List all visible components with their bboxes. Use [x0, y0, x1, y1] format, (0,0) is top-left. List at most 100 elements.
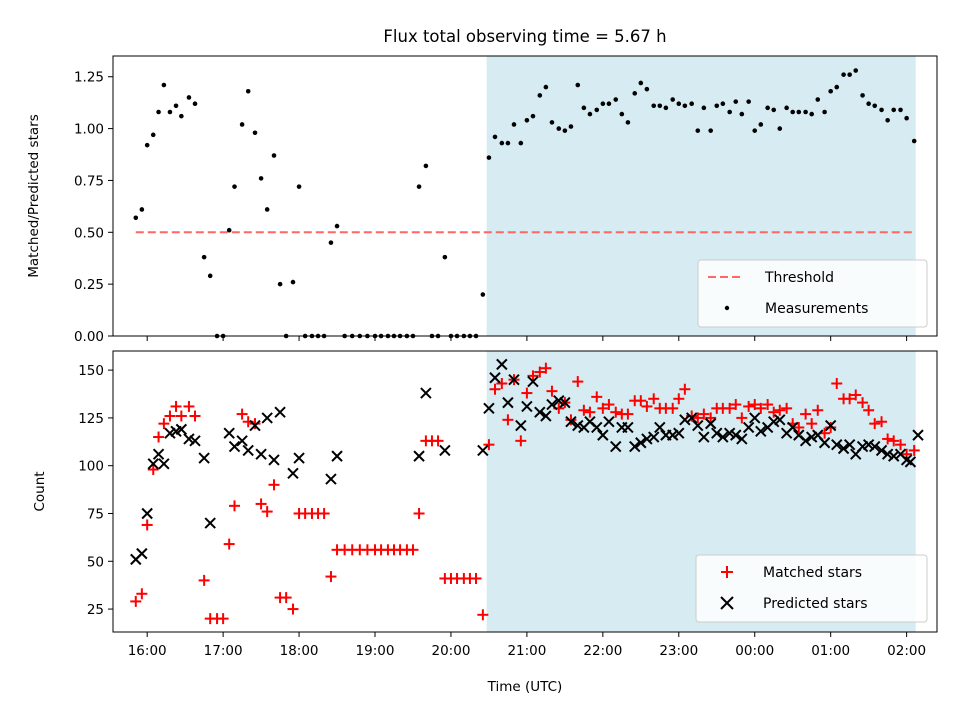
predicted-star-point [198, 452, 210, 464]
measurement-point [423, 163, 429, 169]
measurement-point [758, 122, 764, 127]
measurement-point [139, 207, 145, 212]
matched-star-point [175, 410, 187, 422]
measurement-point [828, 88, 833, 94]
x-tick-label: 18:00 [280, 643, 319, 659]
measurement-point [186, 95, 192, 100]
measurement-point [853, 68, 859, 73]
matched-star-point [635, 395, 647, 407]
predicted-star-point [730, 429, 742, 441]
measurement-point [587, 111, 593, 117]
measurement-point [133, 215, 139, 221]
matched-star-point [572, 376, 584, 388]
x-tick-label: 01:00 [811, 643, 850, 659]
matched-star-point [648, 393, 660, 405]
matched-star-point [477, 609, 489, 621]
matched-star-point [141, 519, 153, 531]
measurement-point [765, 105, 770, 111]
measurement-point [796, 109, 802, 115]
ratio-axes-frame [112, 55, 938, 337]
matched-star-point [850, 389, 862, 401]
ratio-y-tick-label: 0.75 [74, 173, 104, 189]
legend-measurements-swatch [724, 305, 730, 311]
matched-star-point [546, 385, 558, 397]
predicted-star-point [824, 419, 837, 432]
measurement-point [746, 99, 751, 104]
matched-star-point [268, 479, 280, 491]
measurement-point [161, 82, 167, 88]
predicted-star-point [331, 450, 343, 462]
measurement-point [638, 80, 644, 86]
ratio-y-tick-label: 1.00 [74, 122, 104, 138]
count-legend: Matched stars Predicted stars [695, 554, 928, 623]
matched-star-point [869, 418, 881, 430]
measurement-point [334, 223, 340, 229]
matched-star-point [223, 538, 235, 550]
matched-star-point [844, 393, 856, 405]
matched-star-point [908, 444, 920, 456]
measurement-point [733, 99, 739, 104]
measurement-point [613, 97, 619, 102]
x-axis-label: Time (UTC) [487, 679, 563, 695]
count-y-axis-label: Count [32, 471, 48, 511]
measurement-point [499, 140, 505, 146]
predicted-star-point [774, 414, 786, 426]
matched-star-point [164, 410, 176, 422]
matched-star-point [189, 410, 201, 422]
measurement-point [847, 72, 852, 77]
predicted-star-point [502, 396, 514, 409]
predicted-star-point [477, 444, 489, 457]
predicted-star-point [249, 419, 261, 432]
matched-star-point [261, 506, 273, 518]
measurement-point [492, 134, 498, 140]
predicted-star-point [869, 440, 881, 453]
measurement-point [885, 117, 890, 123]
matched-star-point [153, 431, 165, 443]
predicted-star-point [742, 421, 755, 434]
matched-star-point [673, 393, 685, 405]
predicted-star-point [875, 444, 888, 457]
count-y-tick-label: 100 [78, 459, 104, 475]
count-y-tick-label: 75 [87, 506, 104, 522]
matched-star-point [610, 406, 622, 418]
ratio-y-axis-label: Matched/Predicted stars [26, 114, 42, 277]
measurement-point [695, 128, 701, 133]
measurement-point [179, 113, 184, 119]
predicted-star-point [540, 410, 552, 422]
matched-star-point [863, 404, 875, 416]
measurement-point [245, 88, 251, 94]
count-legend-box [695, 554, 928, 623]
predicted-star-point [261, 412, 273, 424]
ratio-y-tick-label: 0.50 [74, 225, 104, 241]
predicted-star-point [904, 456, 917, 468]
predicted-star-point [597, 429, 609, 441]
matched-star-point [730, 399, 742, 411]
matched-star-point [130, 595, 142, 607]
matched-star-point [413, 507, 425, 519]
matched-star-point [483, 439, 495, 451]
measurement-point [689, 101, 694, 107]
matched-star-point [578, 404, 590, 416]
matched-star-point [318, 507, 330, 519]
predicted-star-point [831, 438, 843, 451]
predicted-star-point [242, 444, 254, 457]
legend-predicted-label: Predicted stars [763, 596, 868, 612]
matched-star-point [724, 402, 736, 414]
measurement-point [505, 140, 511, 146]
matched-star-point [831, 377, 843, 389]
measurement-point [682, 103, 688, 109]
predicted-star-point [755, 425, 767, 437]
measurement-point [173, 103, 179, 109]
measurement-point [258, 176, 264, 181]
measurement-point [898, 107, 903, 113]
predicted-star-point [818, 437, 831, 449]
measurement-point [271, 153, 277, 158]
predicted-star-point [496, 358, 508, 371]
matched-star-point [565, 414, 577, 426]
x-tick-label: 23:00 [659, 643, 698, 659]
predicted-star-point [515, 419, 527, 432]
predicted-star-point [527, 375, 539, 388]
measurement-point [239, 122, 245, 127]
predicted-star-point [255, 448, 267, 460]
predicted-star-point [641, 433, 653, 445]
